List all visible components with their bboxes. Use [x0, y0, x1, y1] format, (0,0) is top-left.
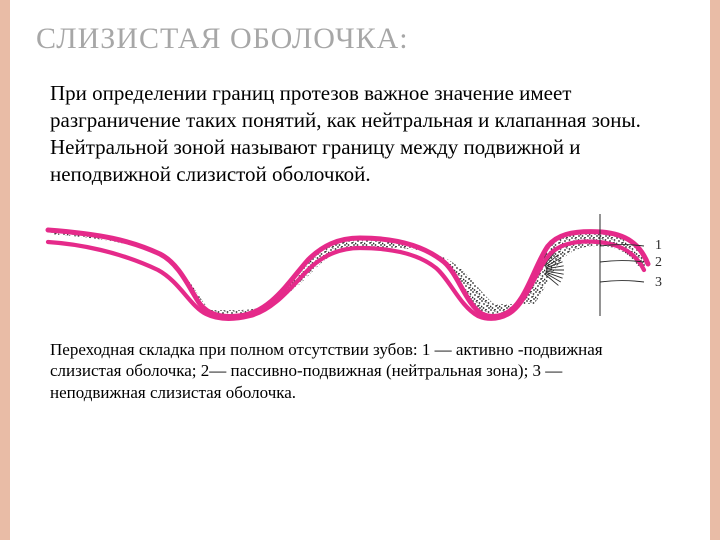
slide-content: СЛИЗИСТАЯ ОБОЛОЧКА: При определении гран…: [22, 14, 698, 526]
figure-caption: Переходная складка при полном отсутствии…: [50, 339, 658, 404]
anatomy-figure: 1 2 3: [40, 210, 680, 325]
figure-label-3: 3: [655, 275, 662, 290]
figure-label-2: 2: [655, 255, 662, 270]
figure-container: 1 2 3: [22, 210, 698, 325]
border-right: [710, 0, 720, 540]
border-left: [0, 0, 10, 540]
slide: СЛИЗИСТАЯ ОБОЛОЧКА: При определении гран…: [0, 0, 720, 540]
slide-title: СЛИЗИСТАЯ ОБОЛОЧКА:: [36, 22, 698, 56]
guide-3: [600, 280, 644, 282]
figure-label-1: 1: [655, 238, 662, 253]
body-text: При определении границ протезов важное з…: [50, 80, 658, 188]
